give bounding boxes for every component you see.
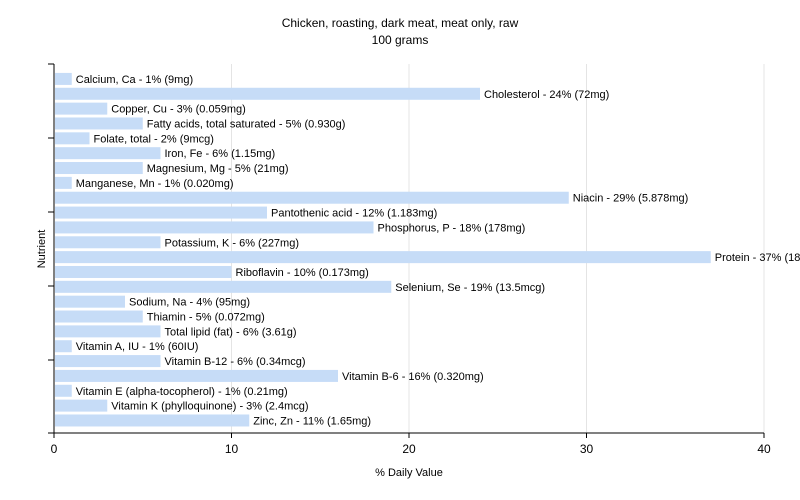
bar-label: Sodium, Na - 4% (95mg) bbox=[129, 297, 250, 309]
bar bbox=[55, 162, 143, 175]
bar-label: Niacin - 29% (5.878mg) bbox=[573, 193, 689, 205]
bar bbox=[55, 206, 267, 219]
bar bbox=[55, 280, 392, 293]
bar-label: Pantothenic acid - 12% (1.183mg) bbox=[271, 208, 437, 220]
bar bbox=[55, 191, 569, 204]
bar bbox=[55, 325, 161, 338]
bar-label: Thiamin - 5% (0.072mg) bbox=[147, 312, 265, 324]
chart-subtitle: 100 grams bbox=[371, 33, 429, 47]
bar bbox=[55, 87, 480, 100]
bar-label: Magnesium, Mg - 5% (21mg) bbox=[147, 163, 289, 175]
x-tick-label: 40 bbox=[757, 442, 771, 456]
x-tick-label: 20 bbox=[402, 442, 416, 456]
bar bbox=[55, 102, 108, 115]
bar bbox=[55, 399, 108, 412]
bars bbox=[55, 72, 711, 427]
bar-label: Phosphorus, P - 18% (178mg) bbox=[378, 222, 526, 234]
bar-label: Vitamin E (alpha-tocopherol) - 1% (0.21m… bbox=[76, 386, 288, 398]
bar-label: Cholesterol - 24% (72mg) bbox=[484, 89, 609, 101]
chart-title: Chicken, roasting, dark meat, meat only,… bbox=[281, 16, 519, 30]
bar bbox=[55, 310, 143, 323]
bar bbox=[55, 251, 711, 264]
bar bbox=[55, 355, 161, 368]
bar-label: Manganese, Mn - 1% (0.020mg) bbox=[76, 178, 234, 190]
bar-label: Calcium, Ca - 1% (9mg) bbox=[76, 74, 193, 86]
bar-label: Zinc, Zn - 11% (1.65mg) bbox=[253, 415, 371, 427]
bar bbox=[55, 295, 125, 308]
bar bbox=[55, 132, 90, 145]
bar bbox=[55, 265, 232, 278]
bar bbox=[55, 340, 72, 353]
x-axis-title: % Daily Value bbox=[375, 467, 443, 479]
bar bbox=[55, 117, 143, 130]
chart-title-block: Chicken, roasting, dark meat, meat only,… bbox=[0, 15, 800, 49]
bar bbox=[55, 221, 374, 234]
bar-labels: Calcium, Ca - 1% (9mg) Cholesterol - 24% … bbox=[76, 74, 800, 428]
bar bbox=[55, 147, 161, 160]
bar-label: Protein - 37% (18.74g) bbox=[715, 252, 800, 264]
bar bbox=[55, 236, 161, 249]
bar-label: Vitamin B-6 - 16% (0.320mg) bbox=[342, 371, 484, 383]
y-axis-title: Nutrient bbox=[36, 230, 48, 269]
bar bbox=[55, 72, 72, 85]
bar-label: Vitamin K (phylloquinone) - 3% (2.4mcg) bbox=[111, 401, 308, 413]
x-ticks: 0 10 20 30 40 bbox=[48, 63, 771, 456]
x-tick-label: 30 bbox=[580, 442, 594, 456]
bar bbox=[55, 176, 72, 189]
bar bbox=[55, 384, 72, 397]
x-tick-label: 10 bbox=[225, 442, 239, 456]
bar-label: Selenium, Se - 19% (13.5mcg) bbox=[395, 282, 545, 294]
bar-label: Iron, Fe - 6% (1.15mg) bbox=[165, 148, 276, 160]
x-tick-label: 0 bbox=[51, 442, 58, 456]
bar-label: Vitamin A, IU - 1% (60IU) bbox=[76, 341, 199, 353]
bar bbox=[55, 414, 250, 427]
bar-label: Copper, Cu - 3% (0.059mg) bbox=[111, 104, 246, 116]
bar-label: Riboflavin - 10% (0.173mg) bbox=[236, 267, 369, 279]
bar-label: Total lipid (fat) - 6% (3.61g) bbox=[165, 326, 297, 338]
bar-label: Fatty acids, total saturated - 5% (0.930… bbox=[147, 118, 346, 130]
bar-label: Potassium, K - 6% (227mg) bbox=[165, 237, 300, 249]
bar bbox=[55, 369, 338, 382]
bar-label: Vitamin B-12 - 6% (0.34mcg) bbox=[165, 356, 306, 368]
bar-label: Folate, total - 2% (9mcg) bbox=[94, 133, 214, 145]
